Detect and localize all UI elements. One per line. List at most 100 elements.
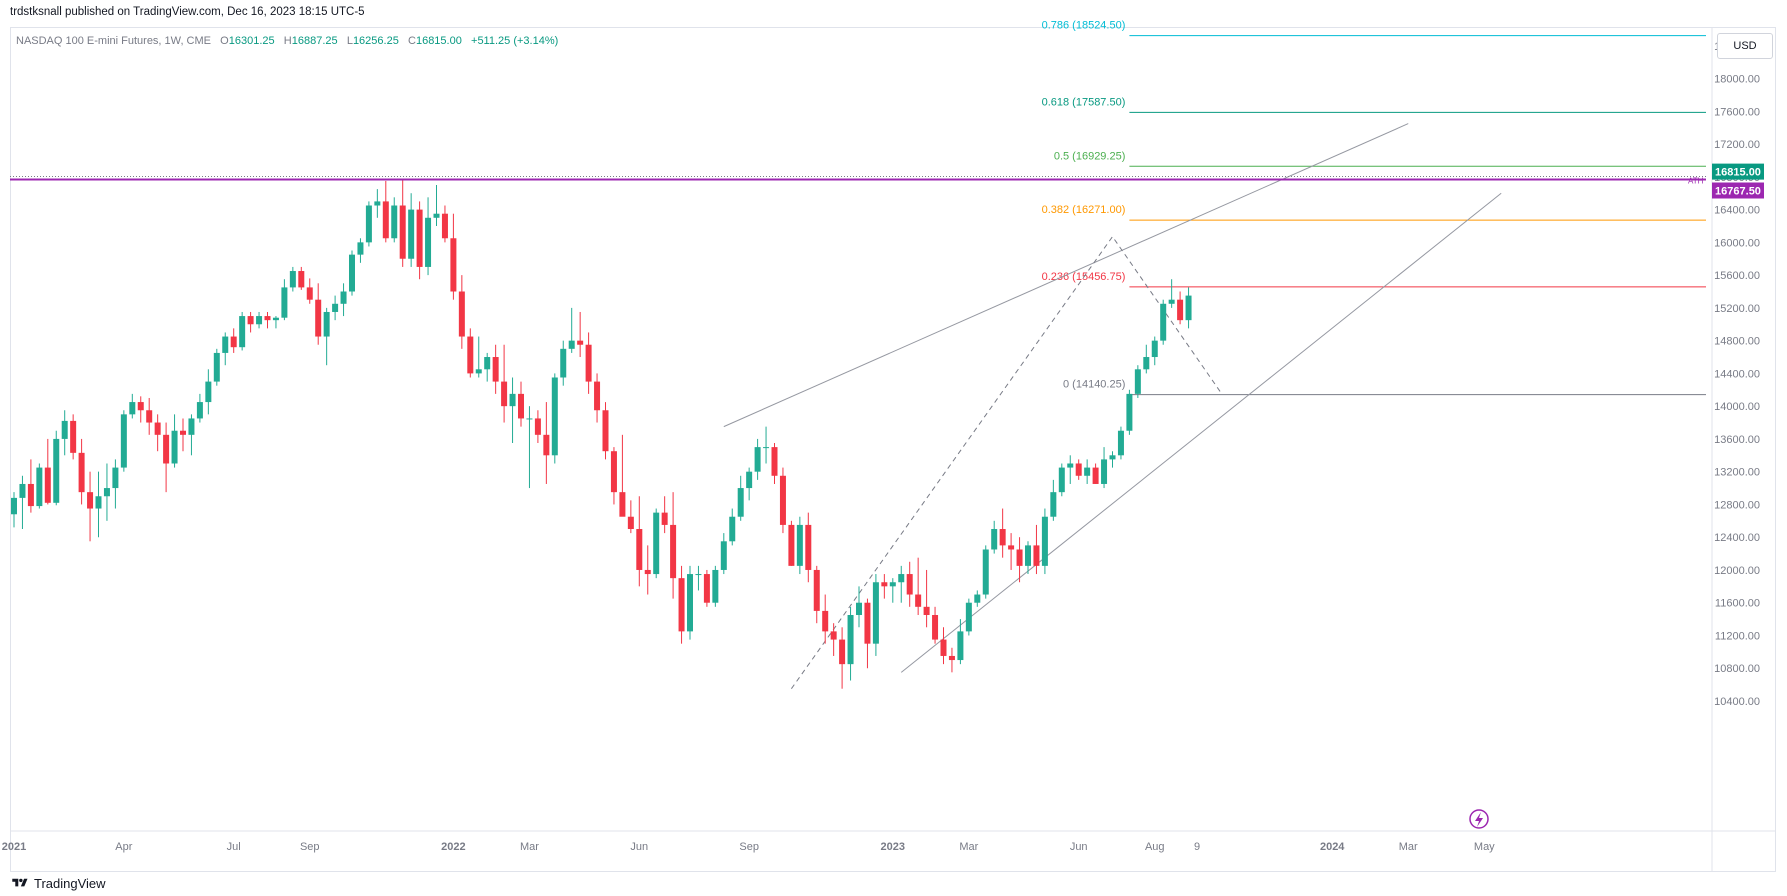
candle-body	[720, 541, 727, 570]
candle-body	[112, 467, 119, 489]
candle-body	[636, 529, 643, 570]
candle-body	[1109, 455, 1116, 460]
candle-body	[306, 287, 313, 300]
open-value: 16301.25	[228, 35, 275, 47]
candle-body	[1151, 340, 1158, 358]
candle-body	[1092, 467, 1099, 484]
candle-body	[501, 381, 508, 407]
candle-body	[36, 467, 43, 507]
price-tick-label: 16000.00	[1714, 237, 1760, 249]
candle-body	[813, 569, 820, 611]
candle-body	[1177, 299, 1184, 321]
lightning-icon[interactable]	[1469, 809, 1489, 829]
time-tick-label: Jun	[630, 841, 648, 853]
change-value: +511.25 (+3.14%)	[471, 35, 559, 47]
time-axis[interactable]: 2021 Apr Jul Sep 2022 Mar Jun Sep 2023 Mar Jun Aug 9…	[2, 830, 1776, 853]
candle-body	[999, 529, 1006, 546]
candle-body	[213, 352, 220, 382]
trend-line	[723, 123, 1409, 428]
candle-body	[103, 488, 110, 497]
currency-button[interactable]: USD	[1717, 33, 1773, 59]
candles	[11, 179, 1192, 689]
candle-body	[534, 418, 541, 435]
price-tick-label: 11200.00	[1715, 630, 1760, 642]
candle-body	[644, 569, 651, 575]
candle-body	[425, 217, 432, 267]
fib-label: 0.786 (18524.50)	[1042, 20, 1126, 32]
trend-channel[interactable]	[723, 123, 1502, 673]
candle-body	[137, 402, 144, 411]
candle-body	[670, 524, 677, 579]
low-value: 16256.25	[352, 35, 399, 47]
zigzag-pattern[interactable]	[790, 235, 1223, 690]
candle-body	[146, 410, 153, 423]
high-value: 16887.25	[291, 35, 338, 47]
symbol-name[interactable]: NASDAQ 100 E-mini Futures, 1W, CME	[16, 35, 211, 47]
candle-body	[180, 430, 186, 435]
candle-body	[61, 420, 68, 439]
candle-body	[441, 213, 448, 239]
candle-body	[585, 344, 592, 382]
candle-body	[272, 317, 279, 321]
candle-body	[1067, 463, 1074, 468]
candle-body	[264, 316, 271, 321]
footer: TradingView	[10, 872, 106, 894]
candle-body	[391, 205, 398, 239]
candle-body	[1126, 393, 1133, 431]
candle-body	[1117, 430, 1124, 456]
candle-body	[298, 271, 305, 288]
price-labels: 16815.00 16767.50	[1712, 163, 1764, 199]
candle-body	[560, 348, 567, 378]
candle-body	[619, 492, 626, 517]
candle-body	[492, 357, 499, 382]
time-tick-label: 9	[1194, 841, 1200, 853]
candle-body	[889, 582, 896, 587]
candle-body	[754, 447, 761, 472]
candle-body	[568, 340, 575, 349]
price-tick-label: 15200.00	[1714, 303, 1760, 315]
fib-retracement[interactable]: 0.786 (18524.50) 0.618 (17587.50) 0.5 (169…	[1042, 20, 1706, 396]
chart-frame	[10, 27, 1776, 872]
time-tick-label: Sep	[739, 841, 759, 853]
candle-body	[171, 430, 178, 464]
price-tick-label: 17600.00	[1714, 106, 1760, 118]
candle-body	[577, 340, 584, 345]
fib-label: 0.382 (16271.00)	[1042, 204, 1126, 216]
candle-body	[374, 201, 381, 206]
ath-line[interactable]: ATH	[10, 176, 1706, 186]
close-label: C	[408, 35, 416, 47]
candle-body	[805, 524, 812, 570]
candle-body	[965, 602, 972, 632]
candle-body	[357, 242, 364, 255]
candle-body	[205, 381, 212, 403]
price-axis[interactable]: 18400.0018000.0017600.0017200.0016800.00…	[1711, 28, 1760, 872]
time-tick-label: 2023	[881, 841, 905, 853]
zigzag-line	[790, 235, 1223, 690]
time-tick-label: Sep	[300, 841, 320, 853]
ath-label: ATH	[1688, 177, 1704, 186]
candle-body	[678, 578, 685, 632]
time-tick-label: Mar	[1399, 841, 1418, 853]
price-tick-label: 17200.00	[1714, 139, 1760, 151]
candle-body	[1168, 299, 1175, 304]
price-tick-label: 12400.00	[1714, 532, 1760, 544]
candle-body	[796, 524, 803, 566]
price-label-text: 16815.00	[1715, 167, 1761, 179]
time-tick-label: Jul	[227, 841, 241, 853]
candle-body	[948, 655, 955, 661]
candle-body	[830, 631, 837, 640]
candle-body	[247, 316, 254, 325]
footer-brand[interactable]: TradingView	[34, 875, 106, 891]
candle-body	[1058, 467, 1065, 493]
time-tick-label: Jun	[1070, 841, 1088, 853]
candle-body	[1185, 295, 1192, 321]
candle-body	[332, 303, 339, 312]
candle-body	[712, 569, 719, 603]
candle-body	[19, 483, 26, 498]
candle-body	[518, 393, 524, 419]
candle-body	[340, 291, 347, 304]
candle-body	[1160, 303, 1167, 341]
price-tick-label: 13200.00	[1714, 467, 1760, 479]
candle-body	[1050, 492, 1057, 517]
